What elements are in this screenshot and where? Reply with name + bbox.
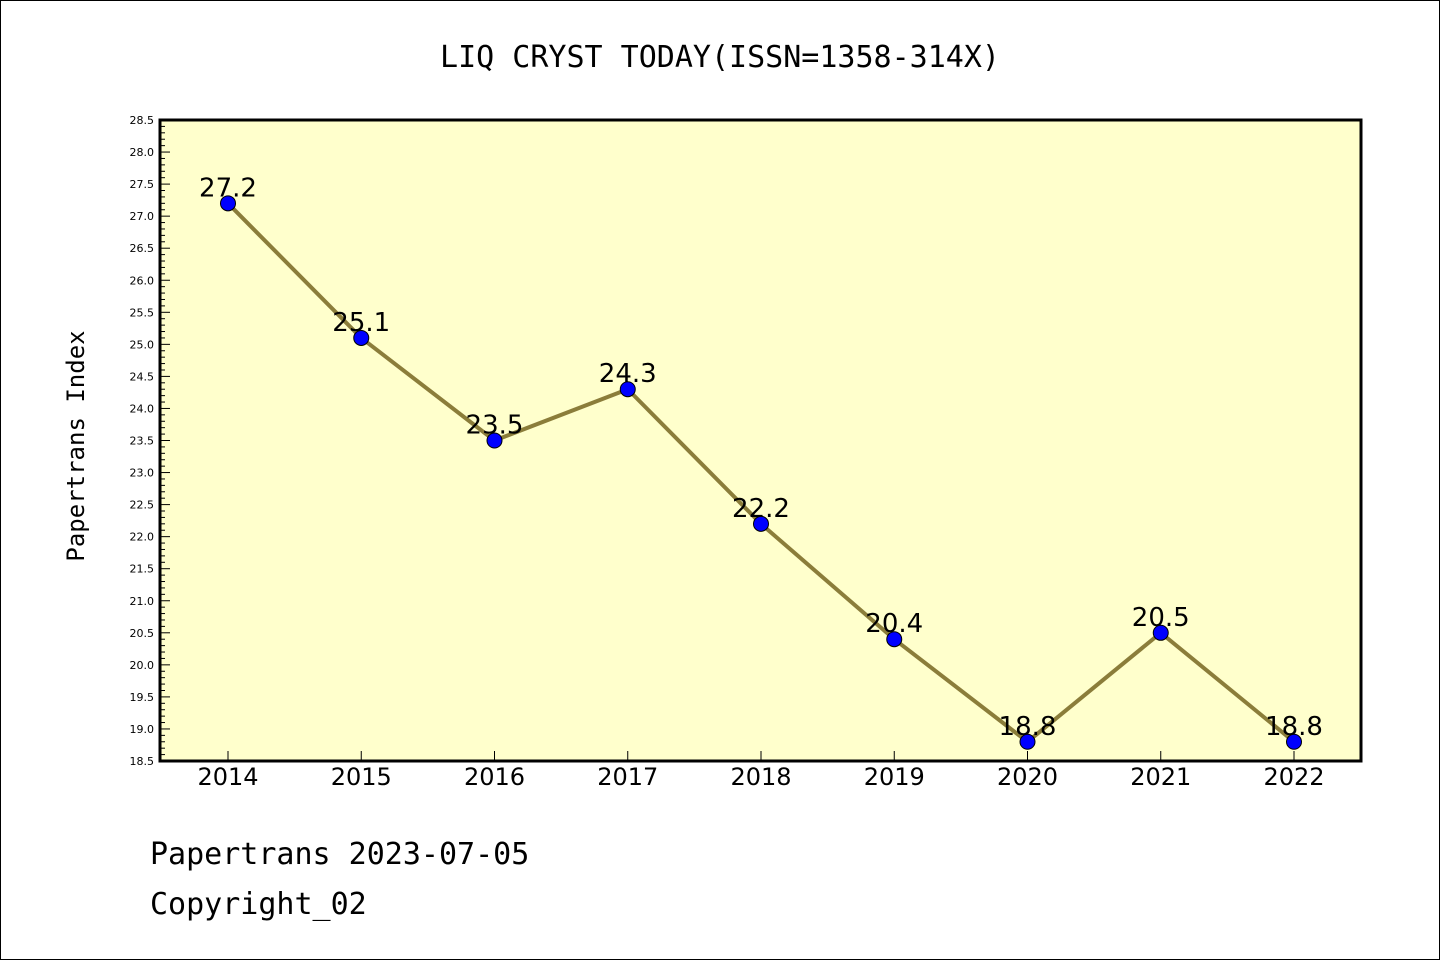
x-tick-label: 2018 bbox=[730, 763, 791, 791]
data-point bbox=[353, 329, 370, 346]
data-point bbox=[486, 432, 503, 449]
y-tick-label: 23.0 bbox=[130, 467, 155, 480]
y-axis-label: Papertrans Index bbox=[62, 330, 90, 561]
data-label: 20.5 bbox=[1132, 603, 1190, 633]
x-tick-label: 2022 bbox=[1263, 763, 1324, 791]
series-group bbox=[220, 195, 1302, 750]
y-tick-label: 18.5 bbox=[130, 755, 155, 768]
data-point bbox=[1019, 733, 1036, 750]
y-tick-label: 21.0 bbox=[130, 595, 155, 608]
y-tick-label: 28.0 bbox=[130, 146, 155, 159]
y-tick-label: 21.5 bbox=[130, 563, 155, 576]
y-tick-label: 24.0 bbox=[130, 402, 155, 415]
y-tick-label: 23.5 bbox=[130, 435, 155, 448]
y-tick-label: 22.0 bbox=[130, 531, 155, 544]
y-axis: 18.5 19.0 19.5 20.0 20.5 21.0 21.5 22.0 22.5 23.0… bbox=[130, 114, 170, 768]
x-tick-label: 2016 bbox=[464, 763, 525, 791]
data-label: 24.3 bbox=[599, 359, 657, 389]
y-tick-label: 27.5 bbox=[130, 178, 155, 191]
y-tick-label: 26.0 bbox=[130, 274, 155, 287]
y-tick-label: 25.5 bbox=[130, 306, 155, 319]
y-tick-label: 20.0 bbox=[130, 659, 155, 672]
data-point bbox=[886, 631, 903, 648]
y-tick-label: 26.5 bbox=[130, 242, 155, 255]
data-point bbox=[220, 195, 236, 212]
data-label: 20.4 bbox=[865, 609, 923, 639]
data-point bbox=[1152, 624, 1169, 641]
y-tick-label: 19.0 bbox=[130, 723, 155, 736]
chart-title: LIQ CRYST TODAY(ISSN=1358-314X) bbox=[440, 40, 1000, 75]
footer-copyright: Copyright_02 bbox=[150, 887, 367, 922]
data-label: 25.1 bbox=[332, 308, 390, 338]
data-label: 23.5 bbox=[466, 411, 524, 441]
footer-date: Papertrans 2023-07-05 bbox=[150, 837, 529, 872]
data-label: 22.2 bbox=[732, 494, 790, 524]
data-labels: 27.2 25.1 23.5 24.3 22.2 20.4 18.8 20.5 18.8 bbox=[199, 173, 1323, 741]
data-point bbox=[1286, 733, 1302, 750]
plot-area bbox=[158, 118, 1363, 763]
y-tick-label: 19.5 bbox=[130, 691, 155, 704]
data-label: 18.8 bbox=[1265, 712, 1323, 742]
data-point bbox=[753, 515, 769, 532]
x-tick-label: 2014 bbox=[197, 763, 258, 791]
data-point bbox=[619, 381, 636, 398]
y-tick-label: 20.5 bbox=[130, 627, 155, 640]
x-tick-label: 2017 bbox=[597, 763, 658, 791]
x-tick-label: 2019 bbox=[864, 763, 925, 791]
x-tick-label: 2015 bbox=[331, 763, 392, 791]
x-axis: 2014 2015 2016 2017 2018 2019 2020 2021 2022 bbox=[197, 751, 1325, 791]
y-tick-label: 25.0 bbox=[130, 338, 155, 351]
data-label: 27.2 bbox=[199, 173, 257, 203]
y-tick-label: 28.5 bbox=[130, 114, 155, 127]
y-tick-label: 27.0 bbox=[130, 210, 155, 223]
y-tick-label: 24.5 bbox=[130, 370, 155, 383]
y-tick-label: 22.5 bbox=[130, 499, 155, 512]
x-tick-label: 2020 bbox=[997, 763, 1058, 791]
x-tick-label: 2021 bbox=[1130, 763, 1191, 791]
data-label: 18.8 bbox=[999, 712, 1057, 742]
